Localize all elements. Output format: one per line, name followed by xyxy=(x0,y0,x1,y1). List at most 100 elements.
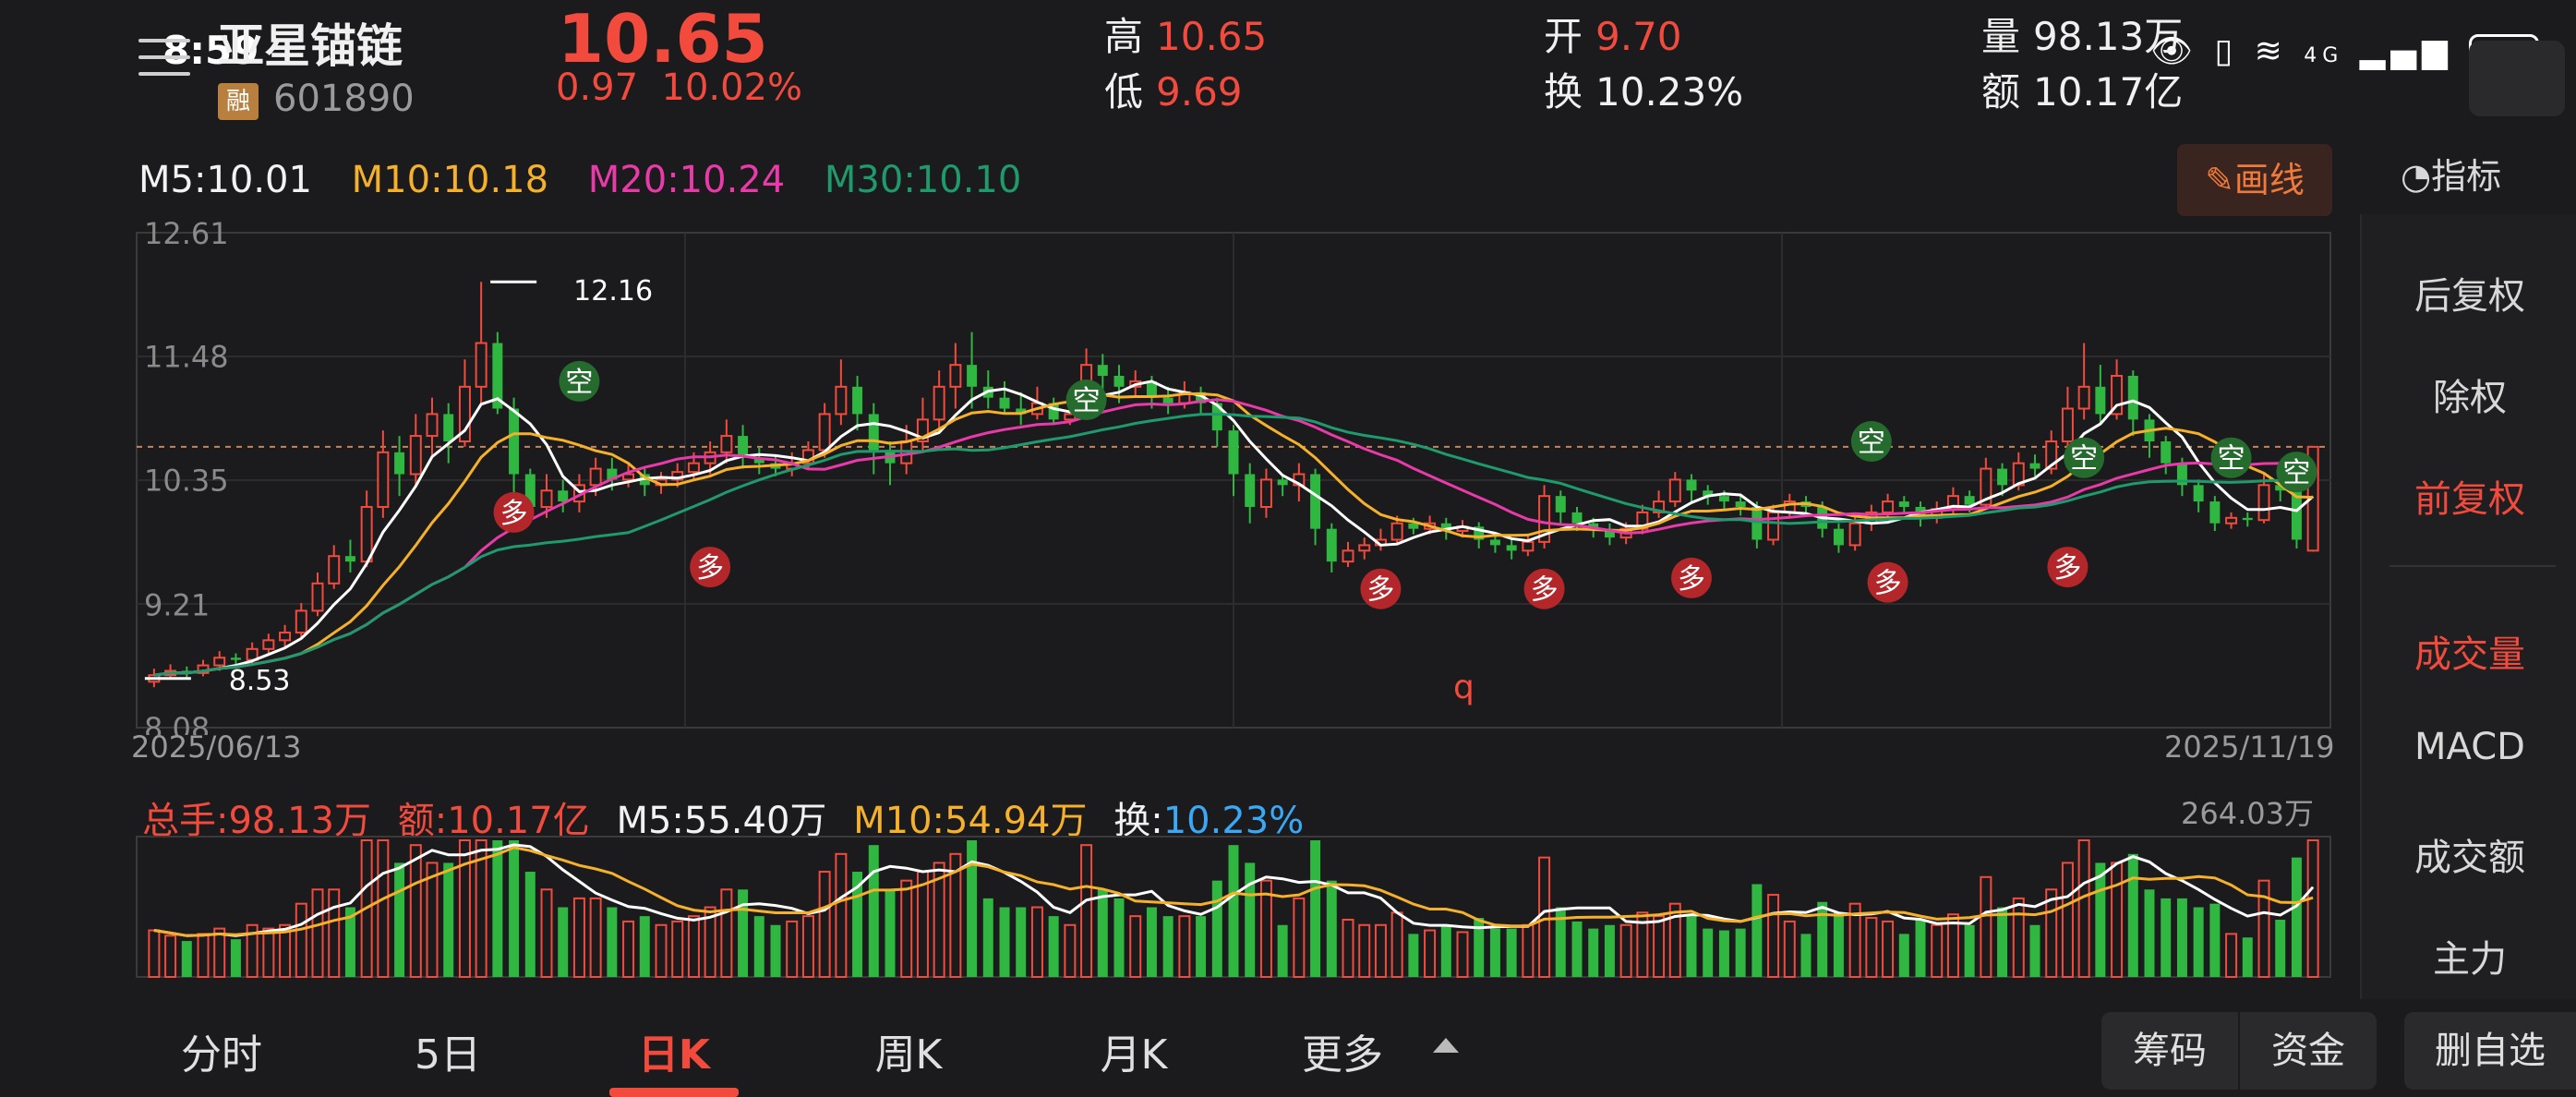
volume-ma5-line xyxy=(153,843,2315,937)
stat-turnover-value: 10.23% xyxy=(1595,69,1744,115)
candle-body xyxy=(279,632,292,642)
volume-bar xyxy=(311,888,324,978)
candle-body xyxy=(509,408,520,475)
stat-volume: 量 98.13万 xyxy=(1981,6,2183,62)
candle-body xyxy=(1489,539,1500,546)
candle-body xyxy=(2095,386,2106,415)
copy-icon[interactable] xyxy=(2469,41,2565,116)
candle-body xyxy=(1538,495,1551,543)
bull-signal-label: 多 xyxy=(1874,568,1902,600)
funds-button[interactable]: 资金 xyxy=(2240,1012,2377,1090)
option-post-adjust[interactable]: 后复权 xyxy=(2414,275,2525,318)
draw-line-label: 画线 xyxy=(2233,160,2305,200)
volume-bar xyxy=(1636,911,1649,978)
candle-body xyxy=(1980,467,1992,506)
option-amount[interactable]: 成交额 xyxy=(2414,837,2525,879)
candle-body xyxy=(1703,490,1714,497)
start-date: 2025/06/13 xyxy=(131,729,302,765)
volume-bar xyxy=(1374,923,1387,979)
active-tab-indicator xyxy=(609,1088,739,1097)
volume-bar xyxy=(622,920,635,979)
volume-chart[interactable] xyxy=(0,831,2360,984)
bear-signal-label: 空 xyxy=(1073,385,1101,417)
option-main-force[interactable]: 主力 xyxy=(2433,938,2507,981)
candlestick-chart[interactable]: 12.6111.4810.359.218.08多多多多多多多空空空空空空12.1… xyxy=(0,218,2360,735)
tab-weekly-k[interactable]: 周K xyxy=(874,1031,943,1079)
candle-body xyxy=(524,474,536,507)
stat-high-label: 高 xyxy=(1104,14,1144,59)
candle-body xyxy=(2161,440,2172,464)
tab-5day[interactable]: 5日 xyxy=(415,1031,481,1079)
bear-signal-label: 空 xyxy=(1858,427,1885,459)
candle-body xyxy=(1097,365,1108,377)
volume-bar xyxy=(443,862,454,977)
candle-body xyxy=(328,555,341,585)
tab-intraday[interactable]: 分时 xyxy=(181,1031,262,1079)
candle-body xyxy=(2275,485,2286,491)
draw-line-button[interactable]: ✎画线 xyxy=(2177,144,2332,216)
volume-bar xyxy=(328,888,341,978)
candle-body xyxy=(1146,380,1157,398)
volume-bar xyxy=(868,845,879,977)
candle-body xyxy=(492,343,503,409)
stat-high-value: 10.65 xyxy=(1156,14,1268,59)
tab-monthly-k[interactable]: 月K xyxy=(1100,1031,1168,1079)
option-pre-adjust[interactable]: 前复权 xyxy=(2414,478,2525,521)
stat-low-value: 9.69 xyxy=(1156,69,1243,115)
stat-low-label: 低 xyxy=(1104,69,1144,115)
bull-signal-marker xyxy=(1671,557,1712,598)
stat-amount-label: 额 xyxy=(1981,69,2021,115)
volume-bar xyxy=(2306,839,2319,978)
candle-body xyxy=(311,582,324,612)
bull-signal-label: 多 xyxy=(696,552,724,585)
stat-low: 低 9.69 xyxy=(1104,61,1243,117)
volume-bar xyxy=(1538,856,1551,979)
indicator-button[interactable]: ◔指标 xyxy=(2401,148,2501,199)
margin-badge: 融 xyxy=(218,83,259,120)
tab-more[interactable]: 更多 xyxy=(1302,1031,1383,1079)
current-price: 10.65 xyxy=(558,0,768,78)
y-tick-label: 10.35 xyxy=(144,463,229,498)
volume-bar xyxy=(738,889,749,977)
candle-body xyxy=(1342,549,1354,563)
candle-body xyxy=(1358,544,1371,552)
ma5-line xyxy=(153,380,2315,677)
candle-body xyxy=(1113,376,1125,387)
volume-bar xyxy=(1474,918,1485,977)
volume-bar xyxy=(2077,839,2090,978)
volume-bar xyxy=(1833,912,1844,977)
bull-signal-label: 多 xyxy=(500,498,528,530)
chevron-up-icon[interactable] xyxy=(1433,1038,1459,1053)
candle-body xyxy=(607,468,618,480)
bear-signal-marker xyxy=(1850,420,1892,462)
ma30-label: M30:10.10 xyxy=(824,159,1022,201)
tab-daily-k[interactable]: 日K xyxy=(637,1031,711,1079)
candle-body xyxy=(1162,397,1174,404)
volume-bar xyxy=(607,907,618,977)
bottom-tab-bar: 分时 5日 日K 周K 月K 更多 筹码 资金 删自选 xyxy=(0,1007,2576,1097)
volume-bar xyxy=(2275,919,2286,977)
volume-bar xyxy=(770,924,781,977)
eye-icon: 👁 xyxy=(2150,32,2198,70)
candle-body xyxy=(2209,501,2221,524)
candle-body xyxy=(540,489,553,508)
volume-bar xyxy=(999,907,1010,977)
option-volume[interactable]: 成交量 xyxy=(2414,633,2525,676)
option-macd[interactable]: MACD xyxy=(2414,726,2525,768)
candle-body xyxy=(1440,523,1451,532)
candle-body xyxy=(230,657,241,660)
volume-bar xyxy=(2257,879,2270,978)
chips-button[interactable]: 筹码 xyxy=(2101,1012,2238,1090)
low-annotation: 8.53 xyxy=(229,665,291,697)
volume-bar xyxy=(1604,924,1615,977)
remove-watchlist-button[interactable]: 删自选 xyxy=(2404,1012,2576,1090)
candle-body xyxy=(1833,528,1844,546)
menu-icon[interactable] xyxy=(138,39,190,83)
option-ex-rights[interactable]: 除权 xyxy=(2433,377,2507,419)
bull-signal-label: 多 xyxy=(1678,563,1705,596)
candle-body xyxy=(409,435,422,476)
candle-body xyxy=(967,365,978,387)
candle-body xyxy=(1898,501,1909,507)
bull-signal-label: 多 xyxy=(1531,574,1559,607)
volume-bar xyxy=(2209,903,2221,977)
